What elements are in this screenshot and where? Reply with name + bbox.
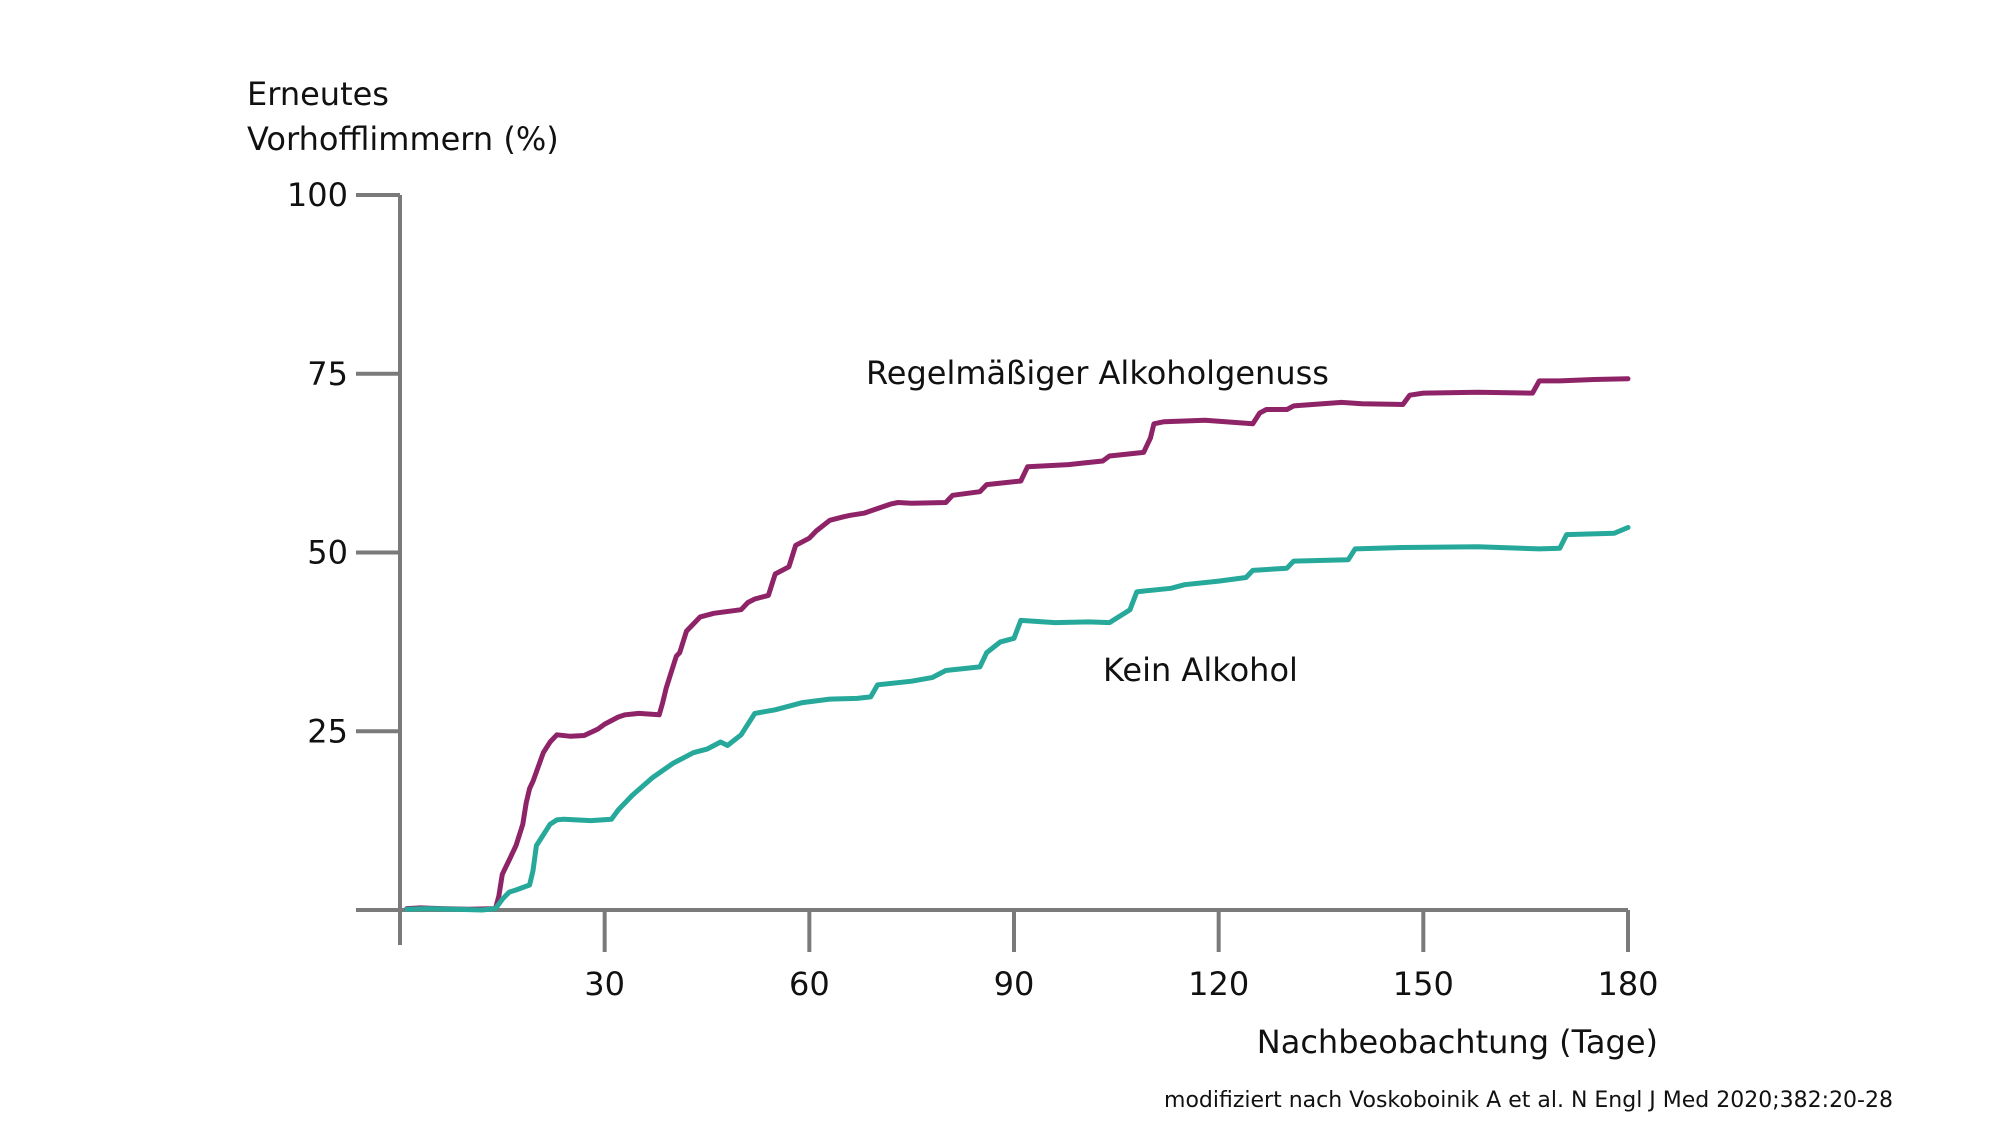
series-line-kein-alkohol: [404, 525, 1631, 913]
series-line-regelmaessiger-alkoholgenuss: [404, 376, 1631, 912]
x-axis-title: Nachbeobachtung (Tage): [1257, 1023, 1658, 1061]
axes: [356, 195, 1628, 945]
y-ticks: 25 50 75 100: [287, 176, 400, 750]
x-tick-label-90: 90: [994, 965, 1035, 1003]
y-tick-label-75: 75: [307, 355, 348, 393]
y-tick-label-100: 100: [287, 176, 348, 214]
y-tick-label-25: 25: [307, 712, 348, 750]
source-note: modifiziert nach Voskoboinik A et al. N …: [1164, 1088, 1893, 1113]
x-tick-label-60: 60: [789, 965, 830, 1003]
series-label-regelmaessiger-alkoholgenuss: Regelmäßiger Alkoholgenuss: [866, 354, 1329, 392]
y-axis-title: Erneutes Vorhofflimmern (%): [247, 75, 559, 158]
y-axis-title-line-2: Vorhofflimmern (%): [247, 120, 559, 158]
x-tick-label-120: 120: [1188, 965, 1249, 1003]
y-tick-label-50: 50: [307, 534, 348, 572]
x-tick-label-150: 150: [1393, 965, 1454, 1003]
x-tick-label-180: 180: [1597, 965, 1658, 1003]
series-lines: [404, 376, 1631, 913]
series-label-kein-alkohol: Kein Alkohol: [1103, 651, 1298, 689]
x-tick-label-30: 30: [584, 965, 625, 1003]
x-ticks: 30 60 90 120 150 180: [584, 910, 1659, 1003]
y-axis-title-line-1: Erneutes: [247, 75, 389, 113]
